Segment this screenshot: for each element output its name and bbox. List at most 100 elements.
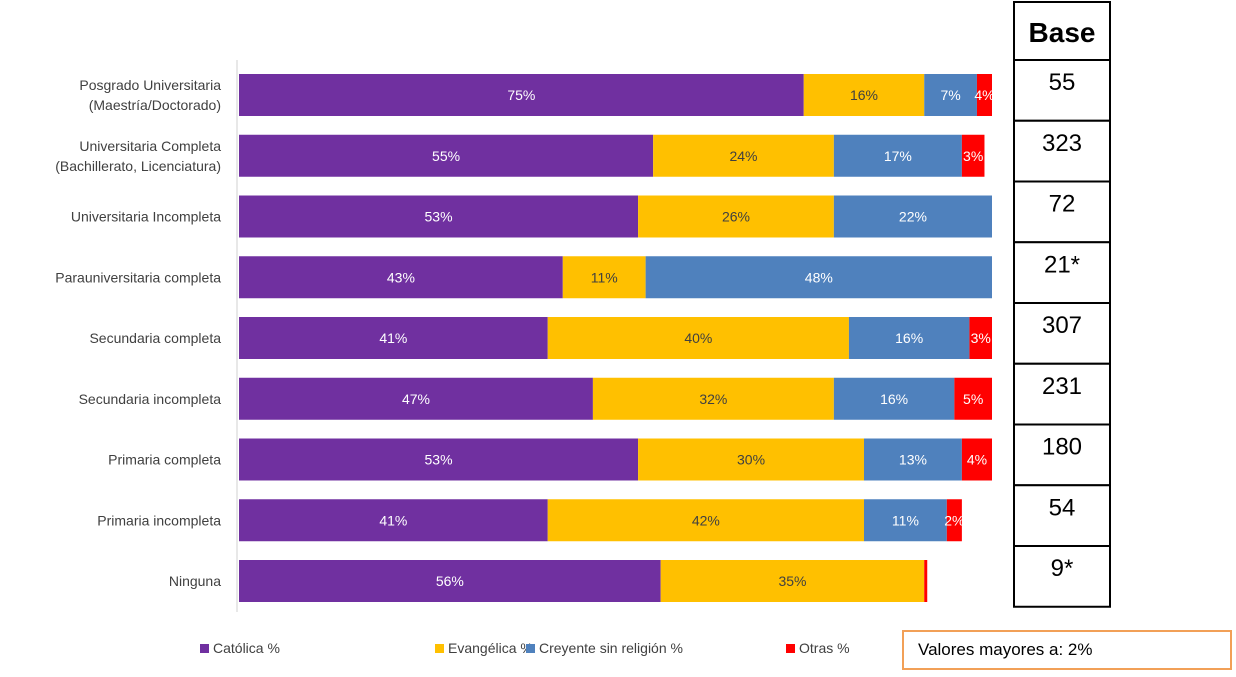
- category-label: Universitaria Completa (Bachillerato, Lic…: [55, 138, 221, 174]
- category-label: Primaria incompleta: [97, 512, 221, 528]
- base-value: 21*: [1044, 251, 1080, 278]
- category-label: Posgrado Universitaria (Maestría/Doctorad…: [79, 77, 221, 113]
- bar-segment: [833, 377, 955, 420]
- legend-label: Evangélica %: [448, 640, 533, 656]
- bar-segment: [239, 377, 593, 420]
- data-label: 22%: [899, 209, 927, 225]
- base-header-text: Base: [1029, 17, 1096, 48]
- data-label: 16%: [880, 391, 908, 407]
- base-column: Base 55 323 72 21* 307 231 180 54 9*: [1013, 1, 1111, 608]
- note-text: Valores mayores a: 2%: [918, 640, 1093, 659]
- data-label: 5%: [963, 391, 983, 407]
- base-value: 231: [1042, 373, 1082, 400]
- data-label: 30%: [737, 452, 765, 468]
- legend-label: Católica %: [213, 640, 280, 656]
- bar-segment: [954, 377, 992, 420]
- bar-segment: [239, 134, 654, 177]
- data-label: 4%: [974, 87, 994, 103]
- base-cell: [1013, 302, 1111, 365]
- legend-swatch: [435, 644, 444, 653]
- base-cell: [1013, 362, 1111, 426]
- data-label: 53%: [425, 452, 453, 468]
- data-label: 43%: [387, 269, 415, 285]
- bar-segment: [833, 134, 962, 177]
- base-cell: [1013, 484, 1111, 547]
- note-box: Valores mayores a: 2%: [902, 630, 1232, 670]
- data-label: 40%: [684, 330, 712, 346]
- bar-segment: [239, 317, 548, 359]
- bar-segment: [239, 560, 661, 602]
- base-value: 9*: [1051, 555, 1074, 582]
- data-label: 2%: [944, 512, 964, 528]
- bar-segment: [803, 74, 925, 116]
- category-labels: Posgrado Universitaria (Maestría/Doctorad…: [55, 77, 221, 589]
- base-value: 323: [1042, 130, 1082, 157]
- data-label: 32%: [699, 391, 727, 407]
- category-label: Parauniversitaria completa: [55, 269, 221, 285]
- base-cell: [1013, 59, 1111, 122]
- data-label: 41%: [379, 512, 407, 528]
- data-label: 16%: [895, 330, 923, 346]
- bar-segment: [547, 499, 864, 542]
- data-label: 55%: [432, 148, 460, 164]
- legend-swatch: [526, 644, 535, 653]
- data-label: 41%: [379, 330, 407, 346]
- data-label: 4%: [967, 452, 987, 468]
- bar-segment: [863, 438, 962, 481]
- base-cell: [1013, 423, 1111, 487]
- legend-label: Otras %: [799, 640, 850, 656]
- data-label: 11%: [892, 512, 919, 528]
- bar-segment: [547, 317, 849, 359]
- bar-segment: [961, 134, 985, 177]
- bar-segment: [976, 74, 992, 116]
- data-label: 53%: [425, 209, 453, 225]
- bar-segment: [239, 74, 804, 116]
- data-label: 47%: [402, 391, 430, 407]
- bar-segment: [833, 195, 992, 238]
- bar-segment: [239, 438, 639, 481]
- bar-segment: [239, 499, 548, 542]
- data-label: 48%: [805, 269, 833, 285]
- data-label: 17%: [884, 148, 912, 164]
- bar-segment: [946, 499, 962, 542]
- data-label: 3%: [971, 330, 991, 346]
- category-label: Primaria completa: [108, 452, 221, 468]
- data-label: 3%: [963, 148, 983, 164]
- legend: Católica % Evangélica % Creyente sin relig…: [200, 640, 850, 656]
- bar-segment: [239, 195, 639, 238]
- bar-segment: [924, 74, 977, 116]
- category-label: Universitaria Incompleta: [71, 209, 221, 225]
- data-label: 11%: [591, 269, 618, 285]
- data-label: 26%: [722, 209, 750, 225]
- category-label: Ninguna: [169, 573, 221, 589]
- base-cell: [1013, 545, 1111, 608]
- data-label: 24%: [729, 148, 757, 164]
- base-value: 54: [1049, 494, 1076, 521]
- bar-segment: [638, 438, 864, 481]
- bar-segment: [653, 134, 834, 177]
- data-label: 75%: [507, 87, 535, 103]
- data-label: 13%: [899, 452, 927, 468]
- bar-segment: [645, 256, 992, 299]
- base-cell: [1013, 241, 1111, 304]
- category-label: Secundaria incompleta: [79, 391, 222, 407]
- bar-segment: [239, 256, 563, 299]
- data-label: 16%: [850, 87, 878, 103]
- base-value: 180: [1042, 434, 1082, 461]
- base-header-cell: [1013, 1, 1111, 61]
- legend-swatch: [200, 644, 209, 653]
- data-label: 7%: [940, 87, 960, 103]
- bar-segment: [969, 317, 992, 359]
- base-value: 55: [1049, 69, 1076, 96]
- data-label: 42%: [692, 512, 720, 528]
- bar-segment: [848, 317, 970, 359]
- bar-segment: [924, 560, 928, 602]
- legend-label: Creyente sin religión %: [539, 640, 683, 656]
- legend-swatch: [786, 644, 795, 653]
- base-value: 307: [1042, 312, 1082, 339]
- bar-segment: [961, 438, 992, 481]
- bar-segment: [660, 560, 925, 602]
- data-label: 56%: [436, 573, 464, 589]
- base-value: 72: [1049, 191, 1076, 218]
